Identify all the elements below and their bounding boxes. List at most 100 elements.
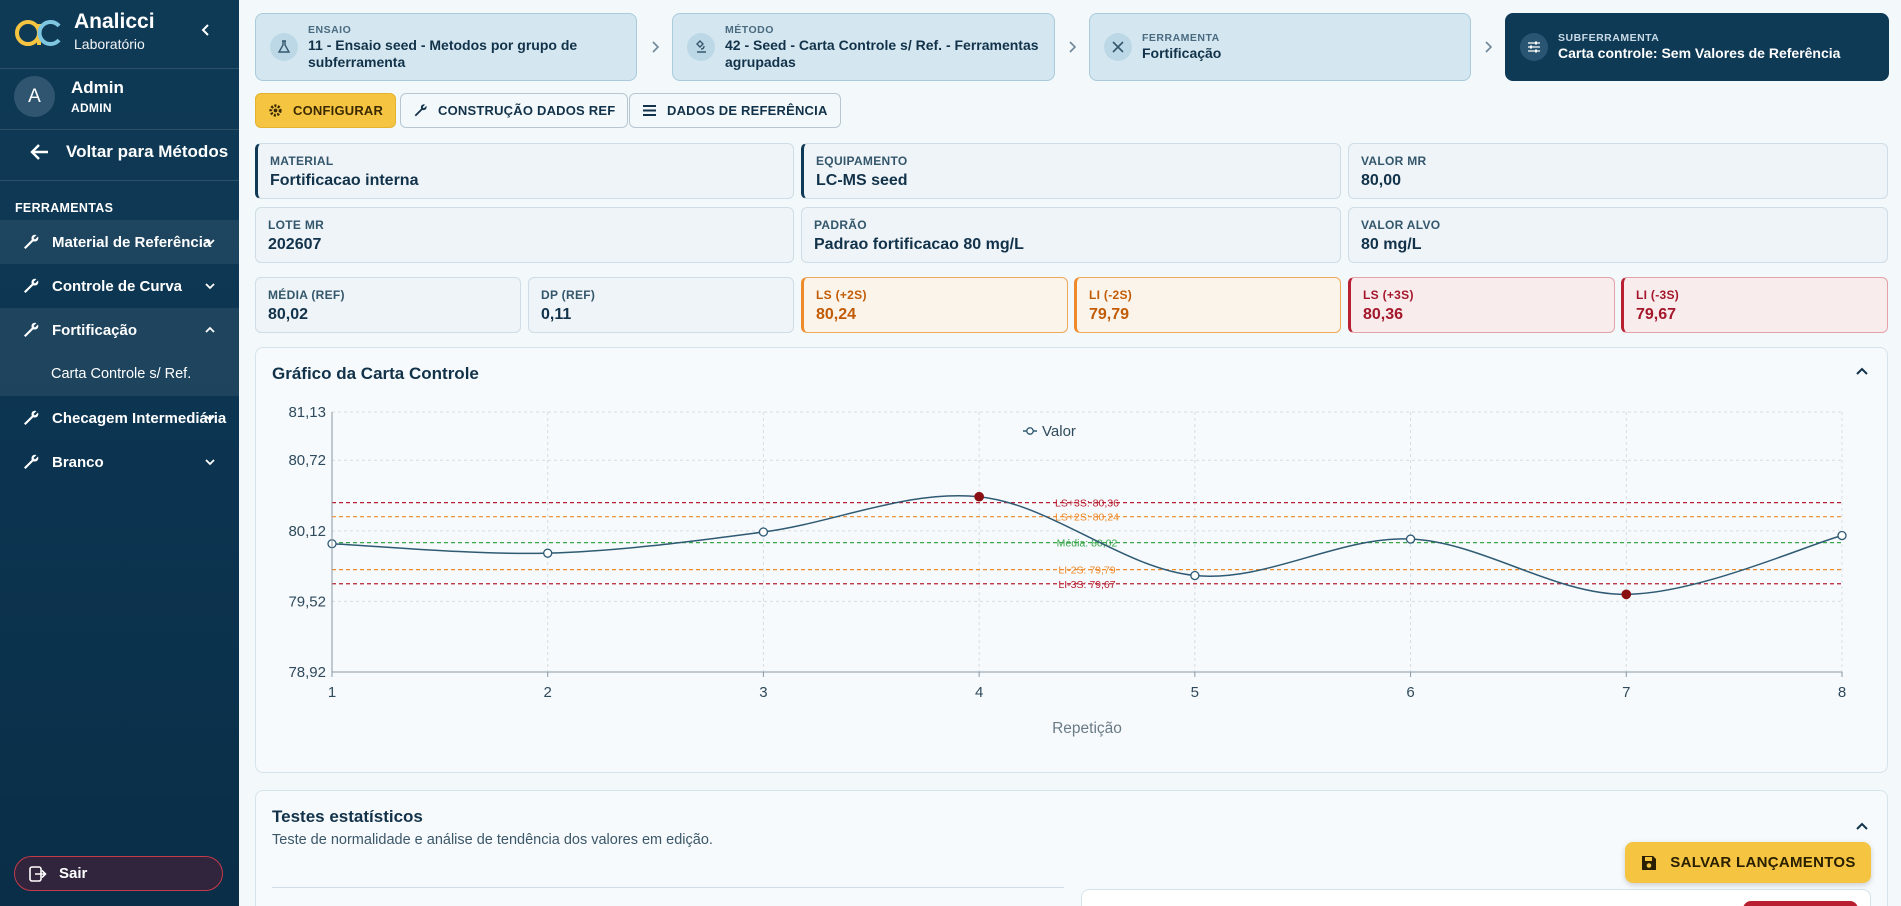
microscope-icon-wrap	[687, 33, 715, 61]
legend-marker	[1026, 427, 1034, 435]
divider	[272, 887, 1064, 888]
chevron-up-icon	[205, 326, 215, 333]
divider	[0, 68, 239, 69]
collapse-sidebar-button[interactable]	[196, 20, 216, 40]
control-chart-panel: Gráfico da Carta Controle LS+3S: 80,36 LS…	[255, 347, 1888, 773]
user-profile: A Admin ADMIN	[14, 76, 124, 117]
data-point	[1837, 530, 1847, 541]
wrench-icon	[24, 322, 39, 337]
chevron-down-icon	[205, 415, 215, 422]
brand: Analicci Laboratório	[14, 10, 155, 54]
data-point	[974, 491, 984, 502]
step-value: Fortificação	[1142, 45, 1222, 61]
card-caption: MÉDIA (REF)	[268, 288, 345, 302]
wrench-icon	[414, 104, 427, 117]
breadcrumb-subferramenta[interactable]: SUBFERRAMENTA Carta controle: Sem Valore…	[1505, 13, 1889, 81]
series-line	[331, 495, 1843, 596]
card-value: Padrao fortificacao 80 mg/L	[814, 236, 1024, 253]
configure-label: CONFIGURAR	[293, 103, 384, 118]
chevron-down-icon	[205, 283, 215, 290]
flask-icon	[277, 40, 291, 53]
x-tick-label: 8	[1838, 684, 1846, 701]
sidebar-item-label: Fortificação	[52, 321, 138, 339]
save-entries-button[interactable]: SALVAR LANÇAMENTOS	[1625, 842, 1871, 883]
card-value: 80,24	[816, 306, 857, 323]
li3-card: LI (-3S) 79,67	[1621, 277, 1888, 333]
y-tick-label: 81,13	[288, 404, 326, 421]
sidebar-item-label: Material de Referência	[52, 233, 212, 251]
data-point	[1190, 570, 1200, 581]
app-name: Analicci	[74, 10, 155, 33]
ls2-card: LS (+2S) 80,24	[801, 277, 1068, 333]
x-tick-label: 6	[1406, 684, 1414, 701]
breadcrumb-ensaio[interactable]: ENSAIO 11 - Ensaio seed - Metodos por gr…	[255, 13, 637, 81]
chevron-down-icon	[205, 239, 215, 246]
tools-section-title: FERRAMENTAS	[15, 201, 114, 215]
card-caption: LI (-2S)	[1089, 288, 1133, 302]
chevron-up-icon[interactable]	[1855, 366, 1869, 376]
chevron-right-icon	[652, 41, 660, 53]
sidebar-item-checagem-intermediaria[interactable]: Checagem Intermediária	[0, 396, 239, 440]
step-caption: FERRAMENTA	[1142, 32, 1220, 44]
breadcrumb-metodo[interactable]: MÉTODO 42 - Seed - Carta Controle s/ Ref…	[672, 13, 1055, 81]
valor-alvo-card: VALOR ALVO 80 mg/L	[1348, 207, 1888, 263]
logout-icon	[29, 865, 47, 882]
card-value: LC-MS seed	[816, 172, 908, 189]
card-caption: LS (+2S)	[816, 288, 867, 302]
reference-line-label: LI-3S: 79,67	[1058, 579, 1115, 591]
chevron-up-icon[interactable]	[1855, 821, 1869, 831]
legend-label: Valor	[1042, 423, 1076, 440]
sidebar-item-branco[interactable]: Branco	[0, 440, 239, 484]
configure-button[interactable]: CONFIGURAR	[255, 93, 397, 128]
data-point	[1405, 534, 1416, 544]
user-name: Admin	[71, 77, 124, 97]
list-icon	[643, 105, 656, 116]
li2-card: LI (-2S) 79,79	[1074, 277, 1341, 333]
flask-icon-wrap	[270, 33, 298, 61]
card-value: 80 mg/L	[1361, 236, 1422, 253]
statistical-tests-panel: Testes estatísticos Teste de normalidade…	[255, 790, 1888, 906]
reference-data-button[interactable]: DADOS DE REFERÊNCIA	[629, 93, 841, 128]
material-card: MATERIAL Fortificacao interna	[255, 143, 794, 199]
sidebar-item-controle-curva[interactable]: Controle de Curva	[0, 264, 239, 308]
back-label: Voltar para Métodos	[66, 142, 229, 161]
control-chart: LS+3S: 80,36 LS+2S: 80,24 Média: 80,02 LI-2…	[288, 404, 1847, 737]
equipment-card: EQUIPAMENTO LC-MS seed	[801, 143, 1341, 199]
step-caption: SUBFERRAMENTA	[1558, 32, 1660, 44]
chevron-down-icon	[205, 459, 215, 466]
reference-data-label: DADOS DE REFERÊNCIA	[667, 103, 828, 118]
card-value: 80,00	[1361, 172, 1402, 189]
card-caption: VALOR ALVO	[1361, 218, 1441, 232]
reference-line-label: Média: 80,02	[1057, 538, 1118, 550]
ls3-card: LS (+3S) 80,36	[1348, 277, 1615, 333]
card-value: 79,67	[1636, 306, 1677, 323]
sidebar-item-fortificacao[interactable]: Fortificação	[0, 308, 239, 352]
breadcrumb-ferramenta[interactable]: FERRAMENTA Fortificação	[1089, 13, 1471, 81]
chart-panel-title: Gráfico da Carta Controle	[272, 364, 479, 383]
microscope-icon	[696, 40, 706, 53]
sidebar-item-material-referencia[interactable]: Material de Referência	[0, 220, 239, 264]
sidebar-subitem-carta-controle[interactable]: Carta Controle s/ Ref.	[0, 352, 239, 396]
step-value: Carta controle: Sem Valores de Referênci…	[1558, 45, 1841, 61]
card-caption: DP (REF)	[541, 288, 596, 302]
avatar: A	[14, 76, 55, 117]
reference-line-label: LS+2S: 80,24	[1055, 512, 1119, 524]
media-ref-card: MÉDIA (REF) 80,02	[255, 277, 521, 333]
stats-result-card	[1081, 889, 1871, 906]
build-ref-data-button[interactable]: CONSTRUÇÃO DADOS REF	[400, 93, 629, 128]
back-to-methods-link[interactable]: Voltar para Métodos	[30, 142, 228, 162]
card-value: 80,02	[268, 306, 309, 323]
app-logo-icon	[15, 20, 61, 46]
step-value: 42 - Seed - Carta Controle s/ Ref. - Fer…	[725, 36, 1039, 70]
gear-icon	[269, 104, 282, 117]
card-caption: LS (+3S)	[1363, 288, 1414, 302]
wrench-icon	[24, 234, 39, 249]
sliders-icon	[1528, 41, 1540, 53]
data-point	[1621, 589, 1632, 600]
build-ref-label: CONSTRUÇÃO DADOS REF	[438, 103, 616, 118]
card-caption: EQUIPAMENTO	[816, 154, 908, 168]
x-tick-label: 4	[975, 684, 983, 701]
logout-button[interactable]: Sair	[14, 856, 223, 891]
card-value: 202607	[268, 236, 322, 253]
x-axis-label: Repetição	[1052, 720, 1122, 737]
